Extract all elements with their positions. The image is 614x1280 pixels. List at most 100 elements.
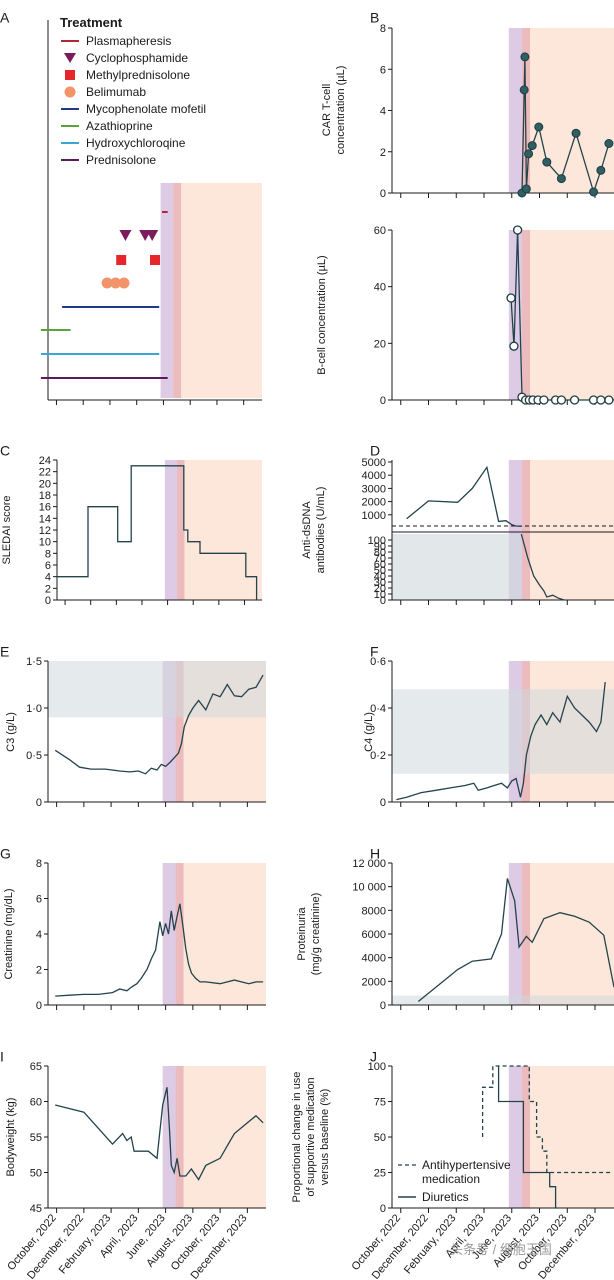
lymphodepletion-band-i [162, 1066, 176, 1208]
legend-swatch-circle [64, 86, 76, 98]
y-tick-label-c: 10 [39, 537, 51, 549]
panel-letter-i: I [0, 1048, 4, 1064]
y-tick-label-d-lower: 70 [374, 553, 386, 565]
y-tick-label-g: 8 [36, 858, 42, 870]
y-tick-label-d-lower: 90 [374, 541, 386, 553]
y-tick-label-f: 0·4 [370, 703, 386, 715]
panel-letter-d: D [370, 442, 380, 458]
data-point-b [604, 139, 614, 148]
reference-range-band-f [392, 689, 614, 774]
infusion-band-h [521, 863, 531, 1005]
lymphodepletion-band-b [508, 28, 522, 193]
data-point-b [596, 165, 606, 175]
infusion-band-e [175, 661, 184, 802]
y-tick-label-e: 0 [36, 797, 42, 809]
y-tick-label-d-upper: 4000 [362, 470, 386, 482]
y-tick-label-c: 6 [45, 560, 51, 572]
infusion-band-j [521, 1066, 531, 1208]
legend-entry: Plasmapheresis [86, 34, 171, 48]
lymphodepletion-band-j [508, 1066, 522, 1208]
y-tick-label-f: 0·2 [370, 750, 386, 762]
y-axis-label-b2: B-cell concentration (µL) [316, 255, 328, 374]
infusion-band-c [177, 460, 185, 600]
legend-entry: Mycophenolate mofetil [86, 102, 206, 116]
y-tick-label-b: 6 [380, 64, 386, 76]
data-point-b [556, 174, 566, 184]
y-tick-label-c: 8 [45, 548, 51, 560]
y-tick-label-g: 4 [36, 929, 42, 941]
legend-entry: Azathioprine [86, 119, 153, 133]
y-tick-label-d-upper: 2000 [362, 497, 386, 509]
y-axis-label-g: Creatinine (mg/dL) [3, 888, 15, 979]
y-tick-label-b: 2 [380, 147, 386, 159]
data-point-b [520, 52, 530, 62]
y-tick-label-b2: 40 [374, 282, 386, 294]
infusion-band-b2 [521, 230, 531, 400]
data-point-b [571, 128, 581, 138]
y-tick-label-i: 50 [30, 1168, 42, 1180]
y-axis-label-h: Proteinuria (mg/g creatinine) [296, 893, 322, 976]
y-tick-label-b2: 20 [374, 338, 386, 350]
legend-entry-diuretics: Diuretics [422, 1190, 469, 1204]
y-tick-label-c: 16 [39, 502, 51, 514]
y-tick-label-h: 0 [380, 1000, 386, 1012]
y-tick-label-h: 10 000 [352, 882, 386, 894]
y-tick-label-d-lower: 100 [368, 535, 386, 547]
y-tick-label-h: 8000 [362, 905, 386, 917]
lymphodepletion-band-c [164, 460, 178, 600]
data-point-b [524, 149, 534, 159]
y-tick-label-j: 25 [374, 1168, 386, 1180]
y-tick-label-c: 0 [45, 595, 51, 607]
data-point-b [527, 141, 537, 151]
infusion-band-a [173, 183, 182, 398]
belimumab-marker [101, 277, 113, 289]
y-tick-label-j: 50 [374, 1132, 386, 1144]
y-tick-label-g: 2 [36, 965, 42, 977]
panel-letter-e: E [0, 643, 9, 659]
data-point-b [589, 187, 599, 197]
watermark: 头条号 / 细胞王国 [450, 1242, 552, 1257]
y-tick-label-j: 100 [368, 1061, 386, 1073]
data-point-b [519, 85, 529, 95]
series-line-j-0 [481, 1065, 612, 1174]
y-axis-label-d: Anti-dsDNA antibodies (U/mL) [301, 487, 327, 574]
y-tick-label-c: 14 [39, 513, 51, 525]
y-tick-label-h: 2000 [362, 976, 386, 988]
y-tick-label-j: 0 [380, 1203, 386, 1215]
data-point-b [521, 184, 531, 194]
y-tick-label-d-lower: 30 [374, 577, 386, 589]
data-point-b2 [506, 293, 516, 303]
series-line-j-1 [497, 1066, 559, 1209]
panel-letter-b: B [370, 9, 379, 25]
lymphodepletion-band-a [160, 183, 174, 398]
y-tick-label-g: 6 [36, 894, 42, 906]
y-tick-label-d-lower: 50 [374, 565, 386, 577]
data-point-b2 [512, 225, 523, 235]
y-tick-label-d-lower: 40 [374, 571, 386, 583]
y-axis-label-e: C3 (g/L) [5, 712, 17, 752]
y-tick-label-g: 0 [36, 1000, 42, 1012]
reference-range-band-h [392, 995, 614, 1005]
data-point-b [534, 122, 544, 132]
series-line-f [396, 682, 606, 801]
lymphodepletion-band-h [508, 863, 522, 1005]
y-tick-label-f: 0·6 [370, 656, 386, 668]
y-axis-label-j: Proportional change in use of supportive … [291, 1072, 331, 1203]
y-tick-label-c: 24 [39, 455, 51, 467]
lymphodepletion-band-g [162, 863, 176, 1005]
y-tick-label-f: 0 [380, 797, 386, 809]
cyclophosphamide-marker [146, 230, 159, 241]
y-tick-label-b2: 60 [374, 225, 386, 237]
panel-letter-f: F [370, 643, 379, 659]
y-tick-label-b2: 0 [380, 395, 386, 407]
reference-range-band-d [392, 534, 522, 600]
y-tick-label-d-lower: 0 [380, 595, 386, 607]
series-line-d-upper [406, 465, 522, 528]
data-point-b2 [509, 341, 519, 351]
series-line-g [55, 903, 264, 997]
y-tick-label-i: 60 [30, 1097, 42, 1109]
y-tick-label-d-lower: 80 [374, 547, 386, 559]
legend-entry: Methylprednisolone [86, 68, 190, 82]
reference-range-band-e [48, 661, 266, 718]
